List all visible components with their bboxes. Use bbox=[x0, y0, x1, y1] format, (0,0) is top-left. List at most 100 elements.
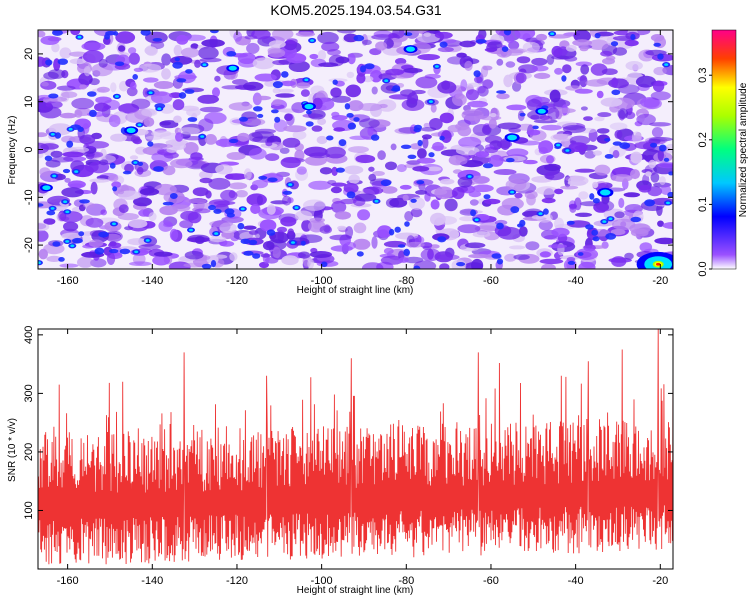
heatmap-cell bbox=[532, 125, 539, 130]
heatmap-cell bbox=[653, 66, 667, 76]
heatmap-cell bbox=[338, 139, 347, 147]
heatmap-cell bbox=[200, 135, 205, 138]
heatmap-cell bbox=[52, 241, 61, 247]
heatmap-cell bbox=[505, 33, 515, 44]
heatmap-cell bbox=[468, 253, 491, 259]
heatmap-cell bbox=[554, 217, 564, 230]
heatmap-cell bbox=[664, 63, 669, 66]
heatmap-cell bbox=[77, 35, 82, 39]
heatmap-cell bbox=[356, 251, 364, 257]
heatmap-cell bbox=[377, 225, 393, 238]
heatmap-cell bbox=[45, 159, 61, 168]
heatmap-cell bbox=[395, 58, 407, 65]
heatmap-cell bbox=[612, 141, 623, 146]
heatmap-cell bbox=[38, 248, 48, 260]
heatmap-cell bbox=[173, 115, 182, 123]
heatmap-cell bbox=[574, 168, 596, 173]
heatmap-cell bbox=[567, 260, 576, 265]
heatmap-cell bbox=[162, 201, 174, 206]
heatmap-cell bbox=[250, 204, 261, 214]
heatmap-cell bbox=[518, 64, 538, 74]
heatmap-cell bbox=[522, 41, 540, 54]
heatmap-cell bbox=[202, 63, 207, 66]
heatmap-cell bbox=[161, 68, 171, 80]
heatmap-cell bbox=[124, 163, 134, 173]
heatmap-cell bbox=[279, 147, 290, 154]
heatmap-cell bbox=[484, 146, 499, 154]
heatmap-cell bbox=[46, 210, 56, 216]
heatmap-cell bbox=[514, 192, 523, 199]
heatmap-cell bbox=[154, 251, 173, 257]
heatmap-cell bbox=[317, 50, 327, 61]
bottom-axes: -160 -140 -120 -100 -80 -60 -40 -20 100 200 300 400 bbox=[23, 326, 673, 587]
heatmap-cell bbox=[44, 155, 53, 161]
heatmap-cell bbox=[226, 152, 246, 160]
heatmap-cell bbox=[50, 150, 63, 158]
heatmap-cell bbox=[430, 103, 437, 113]
heatmap-cell bbox=[660, 185, 672, 195]
colorbar-tick-label: 0.1 bbox=[697, 197, 709, 212]
heatmap-cell bbox=[178, 92, 187, 99]
heatmap-cell bbox=[309, 53, 319, 60]
heatmap-cell bbox=[417, 148, 427, 159]
heatmap-cell bbox=[525, 241, 540, 251]
heatmap-cell bbox=[204, 134, 217, 145]
bottom-y-tick-label: 100 bbox=[23, 501, 35, 519]
heatmap-cell bbox=[309, 251, 332, 258]
heatmap-cell bbox=[132, 74, 138, 80]
heatmap-cell bbox=[58, 257, 65, 262]
heatmap-cell bbox=[388, 228, 395, 236]
heatmap-cell bbox=[45, 59, 53, 66]
heatmap-cell bbox=[353, 238, 371, 250]
heatmap-cell bbox=[427, 166, 442, 172]
heatmap-cell bbox=[209, 220, 234, 228]
heatmap-cell bbox=[330, 186, 342, 194]
heatmap-cell bbox=[272, 81, 283, 89]
heatmap-cell bbox=[201, 39, 225, 48]
heatmap-cell bbox=[659, 144, 667, 152]
heatmap-cell bbox=[656, 203, 663, 216]
heatmap-cell bbox=[288, 183, 293, 186]
heatmap-cell bbox=[337, 30, 356, 34]
heatmap-cell bbox=[579, 46, 589, 52]
heatmap-cell bbox=[541, 124, 562, 131]
heatmap-cell bbox=[286, 38, 298, 44]
heatmap-cell bbox=[594, 33, 601, 39]
heatmap-cell bbox=[611, 167, 636, 177]
heatmap-cell bbox=[311, 125, 323, 132]
heatmap-cell bbox=[307, 258, 315, 269]
heatmap-cell bbox=[394, 226, 401, 233]
top-y-tick-label: 20 bbox=[23, 48, 35, 60]
heatmap-cell bbox=[412, 166, 430, 172]
heatmap-hotspot bbox=[600, 189, 611, 196]
heatmap-cell bbox=[107, 174, 119, 182]
heatmap-cell bbox=[371, 86, 378, 95]
heatmap-cell bbox=[70, 160, 85, 172]
heatmap-cell bbox=[235, 190, 248, 198]
heatmap-cell bbox=[600, 97, 623, 107]
heatmap-cell bbox=[257, 113, 264, 118]
heatmap-cell bbox=[544, 171, 565, 181]
heatmap-cell bbox=[416, 157, 436, 164]
heatmap-cell bbox=[90, 258, 107, 268]
heatmap-cell bbox=[114, 61, 125, 67]
heatmap-cell bbox=[68, 51, 88, 57]
heatmap-cell bbox=[594, 164, 611, 176]
heatmap-cell bbox=[130, 81, 137, 91]
heatmap-cell bbox=[610, 228, 626, 236]
heatmap-cell bbox=[374, 199, 379, 203]
heatmap-cell bbox=[566, 220, 575, 225]
heatmap-cell bbox=[573, 30, 591, 43]
heatmap-cell bbox=[653, 42, 661, 47]
heatmap-cell bbox=[399, 184, 412, 190]
heatmap-cell bbox=[148, 91, 153, 94]
heatmap-cell bbox=[644, 199, 655, 207]
heatmap-cell bbox=[59, 263, 79, 268]
heatmap-cell bbox=[403, 248, 411, 256]
heatmap-cell bbox=[157, 107, 162, 110]
heatmap-cell bbox=[439, 135, 445, 141]
heatmap-cell bbox=[488, 118, 497, 129]
heatmap-cell bbox=[254, 95, 271, 101]
heatmap-cell bbox=[318, 62, 339, 67]
